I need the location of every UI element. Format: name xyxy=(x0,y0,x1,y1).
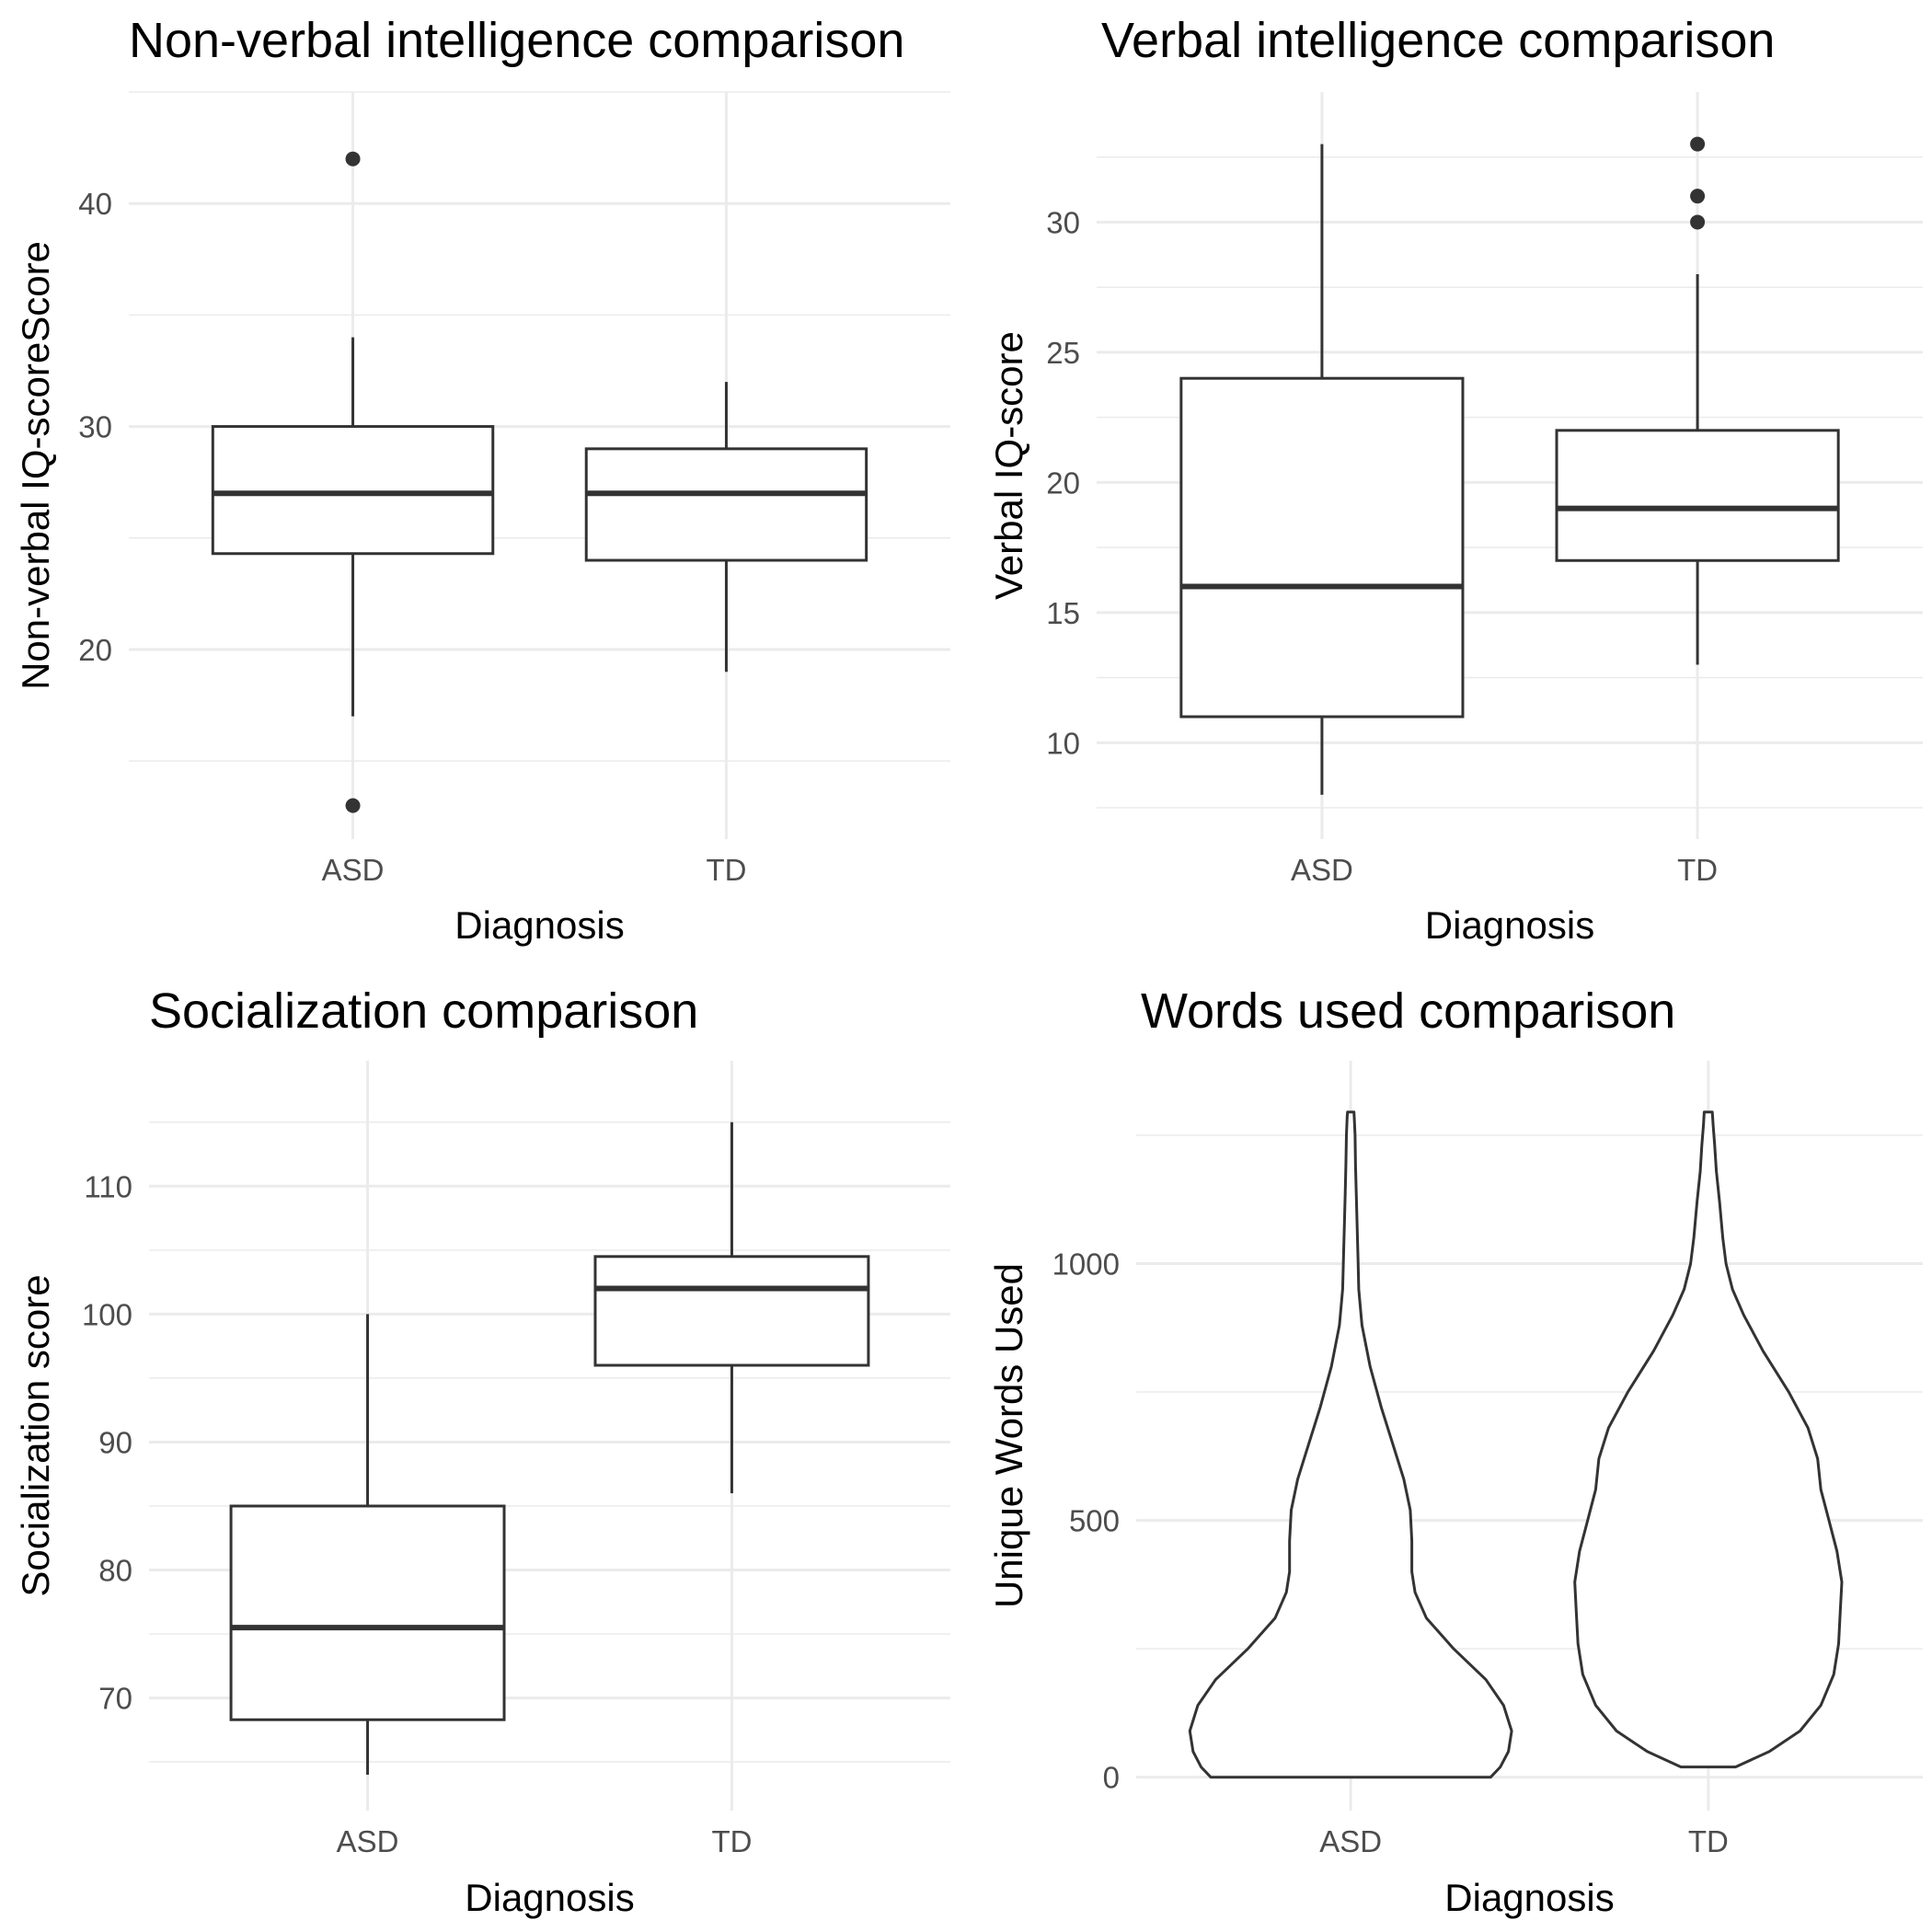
box-iqr xyxy=(229,1504,506,1721)
x-tick-label: ASD xyxy=(322,853,385,887)
panel-4: 0 500 1000 ASD TD Words used comparison Diagno… xyxy=(987,983,1923,1919)
x-tick-label: ASD xyxy=(337,1824,399,1858)
y-tick-label: 1000 xyxy=(1052,1247,1120,1281)
chart-title: Verbal intelligence comparison xyxy=(1101,13,1775,68)
box-td xyxy=(1555,136,1840,665)
panel-1: 20 30 40 ASD TD Non-verbal intelligence compa… xyxy=(14,13,950,947)
box-iqr xyxy=(1179,376,1465,719)
outlier-point xyxy=(1690,214,1706,230)
box-td xyxy=(593,1121,870,1494)
box-iqr xyxy=(1555,429,1840,562)
box-iqr xyxy=(584,447,868,562)
y-axis-title: Unique Words Used xyxy=(987,1263,1030,1608)
panel-2: 10 15 20 25 30 ASD TD Verbal intelligence compa… xyxy=(987,13,1923,947)
x-tick-label: TD xyxy=(711,1824,752,1858)
panel-3: 70 80 90 100 110 ASD TD Socialization compariso… xyxy=(14,983,950,1919)
box-asd xyxy=(229,1314,506,1776)
y-tick-label: 20 xyxy=(1046,466,1080,500)
y-tick-label: 110 xyxy=(84,1169,132,1203)
outlier-point xyxy=(345,798,361,813)
y-tick-label: 70 xyxy=(98,1682,132,1716)
outlier-point xyxy=(345,151,361,167)
y-tick-label: 90 xyxy=(98,1425,132,1459)
y-tick-label: 500 xyxy=(1069,1504,1120,1538)
x-tick-label: ASD xyxy=(1291,853,1353,887)
violin-asd xyxy=(1188,1110,1513,1779)
box-td xyxy=(584,382,868,673)
box-asd xyxy=(1179,144,1465,795)
y-axis-title: Non-verbal IQ-scoreScore xyxy=(14,241,57,690)
y-tick-label: 30 xyxy=(78,410,112,444)
box-iqr xyxy=(593,1255,870,1367)
y-tick-label: 25 xyxy=(1046,336,1080,370)
x-axis-title: Diagnosis xyxy=(1444,1876,1614,1919)
y-tick-label: 80 xyxy=(98,1554,132,1588)
box-iqr xyxy=(211,425,495,556)
y-tick-label: 30 xyxy=(1046,205,1080,239)
x-tick-label: TD xyxy=(1688,1824,1729,1858)
x-tick-label: TD xyxy=(706,853,746,887)
y-axis-title: Socialization score xyxy=(14,1274,57,1596)
x-axis-title: Diagnosis xyxy=(1425,903,1594,947)
violin-td xyxy=(1573,1110,1844,1769)
y-tick-label: 20 xyxy=(78,633,112,667)
y-tick-label: 40 xyxy=(78,187,112,221)
chart-title: Socialization comparison xyxy=(149,983,698,1039)
x-tick-label: ASD xyxy=(1319,1824,1382,1858)
y-tick-label: 100 xyxy=(82,1297,132,1331)
y-tick-label: 10 xyxy=(1046,726,1080,760)
x-axis-title: Diagnosis xyxy=(454,903,624,947)
y-axis-title: Verbal IQ-score xyxy=(987,331,1030,600)
y-tick-label: 15 xyxy=(1046,596,1080,630)
box-asd xyxy=(211,151,495,813)
chart-title: Words used comparison xyxy=(1141,983,1675,1039)
chart-title: Non-verbal intelligence comparison xyxy=(129,13,904,68)
x-axis-title: Diagnosis xyxy=(465,1876,634,1919)
outlier-point xyxy=(1690,189,1706,204)
outlier-point xyxy=(1690,136,1706,152)
x-tick-label: TD xyxy=(1677,853,1718,887)
y-tick-label: 0 xyxy=(1103,1761,1120,1795)
